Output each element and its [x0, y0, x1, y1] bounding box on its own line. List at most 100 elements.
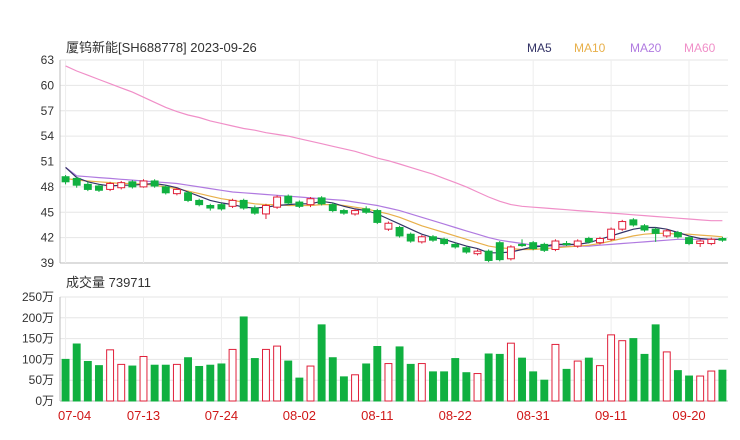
volume-grid: [59, 296, 728, 402]
candle: [83, 181, 92, 192]
candle: [384, 221, 393, 231]
candle-body: [417, 236, 426, 243]
candle: [629, 218, 638, 227]
volume-bar: [696, 375, 705, 402]
volume-bar: [718, 369, 727, 402]
volume-bar: [306, 365, 315, 402]
candle: [161, 185, 170, 195]
volume-bar: [317, 324, 326, 402]
chart-title: 厦钨新能[SH688778] 2023-09-26: [66, 40, 257, 55]
candle-body: [362, 208, 371, 213]
volume-bar: [106, 349, 115, 402]
candle: [206, 203, 215, 211]
candle-body: [495, 242, 504, 261]
candle-body: [128, 181, 137, 188]
candle: [117, 180, 126, 190]
candle-body: [718, 237, 727, 241]
volume-bar: [284, 360, 293, 402]
price-grid: [59, 59, 728, 264]
candle: [607, 227, 616, 242]
volume-bar: [128, 365, 137, 402]
candle: [339, 208, 348, 215]
candle: [195, 198, 204, 207]
x-tick-label: 07-04: [58, 408, 91, 423]
candle: [495, 241, 504, 262]
candle: [417, 235, 426, 244]
volume-bar: [406, 363, 415, 402]
volume-bar: [206, 364, 215, 402]
volume-bar: [685, 375, 693, 402]
volume-bars: [61, 316, 727, 402]
candle-body: [573, 240, 582, 247]
ma5-line: [65, 166, 723, 254]
volume-bar: [195, 365, 204, 402]
volume-bar: [95, 365, 103, 402]
candle-body: [273, 196, 282, 208]
volume-bar: [117, 363, 126, 402]
x-tick-label: 07-13: [127, 408, 160, 423]
candle: [306, 197, 315, 208]
candle-body: [529, 242, 538, 250]
candle: [440, 237, 449, 246]
volume-bar: [72, 343, 81, 402]
volume-bar: [707, 370, 716, 402]
candle-body: [596, 237, 604, 244]
candle-body: [95, 185, 103, 191]
price-tick-label: 48: [41, 180, 55, 194]
candle-body: [172, 188, 181, 195]
candle: [317, 196, 326, 206]
x-tick-label: 09-20: [672, 408, 705, 423]
candle: [551, 239, 560, 252]
volume-tick-label: 250万: [22, 290, 54, 304]
volume-bar: [462, 372, 471, 402]
volume-bar: [217, 363, 226, 402]
candle-body: [584, 237, 593, 243]
legend: MA5 MA10 MA20 MA60: [527, 41, 716, 55]
volume-title: 成交量 739711: [66, 275, 151, 290]
price-tick-label: 63: [41, 53, 55, 67]
volume-tick-label: 0万: [35, 394, 54, 408]
candle: [518, 239, 526, 247]
candle-body: [61, 176, 70, 183]
price-tick-label: 60: [41, 78, 55, 92]
candle-body: [506, 246, 515, 260]
candle: [362, 206, 371, 214]
candle-body: [206, 204, 215, 209]
ma20-line: [65, 166, 723, 247]
candle-body: [195, 199, 204, 206]
candle: [640, 224, 649, 232]
candle: [651, 227, 660, 242]
candle: [72, 176, 81, 188]
candle: [295, 200, 304, 209]
volume-bar: [607, 334, 616, 402]
candle: [696, 239, 705, 247]
ma60-line: [65, 65, 723, 222]
price-tick-label: 57: [41, 104, 55, 118]
volume-bar: [584, 357, 593, 402]
candle: [596, 236, 604, 245]
candle-body: [306, 198, 315, 206]
candle: [618, 219, 627, 231]
x-tick-label: 07-24: [205, 408, 238, 423]
volume-bar: [228, 348, 237, 402]
candle-body: [484, 250, 493, 261]
volume-bar: [184, 357, 192, 402]
price-tick-label: 51: [41, 155, 55, 169]
candle: [506, 245, 515, 261]
price-tick-label: 54: [41, 129, 55, 143]
candle: [451, 242, 460, 249]
candle-body: [629, 219, 638, 226]
volume-bar: [328, 357, 337, 402]
volume-bar: [440, 371, 449, 402]
volume-bar: [139, 355, 148, 402]
candle-body: [685, 237, 693, 245]
volume-bar: [640, 353, 649, 402]
candle-body: [651, 228, 660, 234]
candle: [707, 237, 716, 246]
candle-body: [540, 243, 549, 251]
candle-body: [284, 195, 293, 204]
volume-bar: [673, 370, 682, 402]
volume-bar: [573, 360, 582, 402]
volume-bar: [172, 363, 181, 402]
candle-body: [317, 197, 326, 205]
